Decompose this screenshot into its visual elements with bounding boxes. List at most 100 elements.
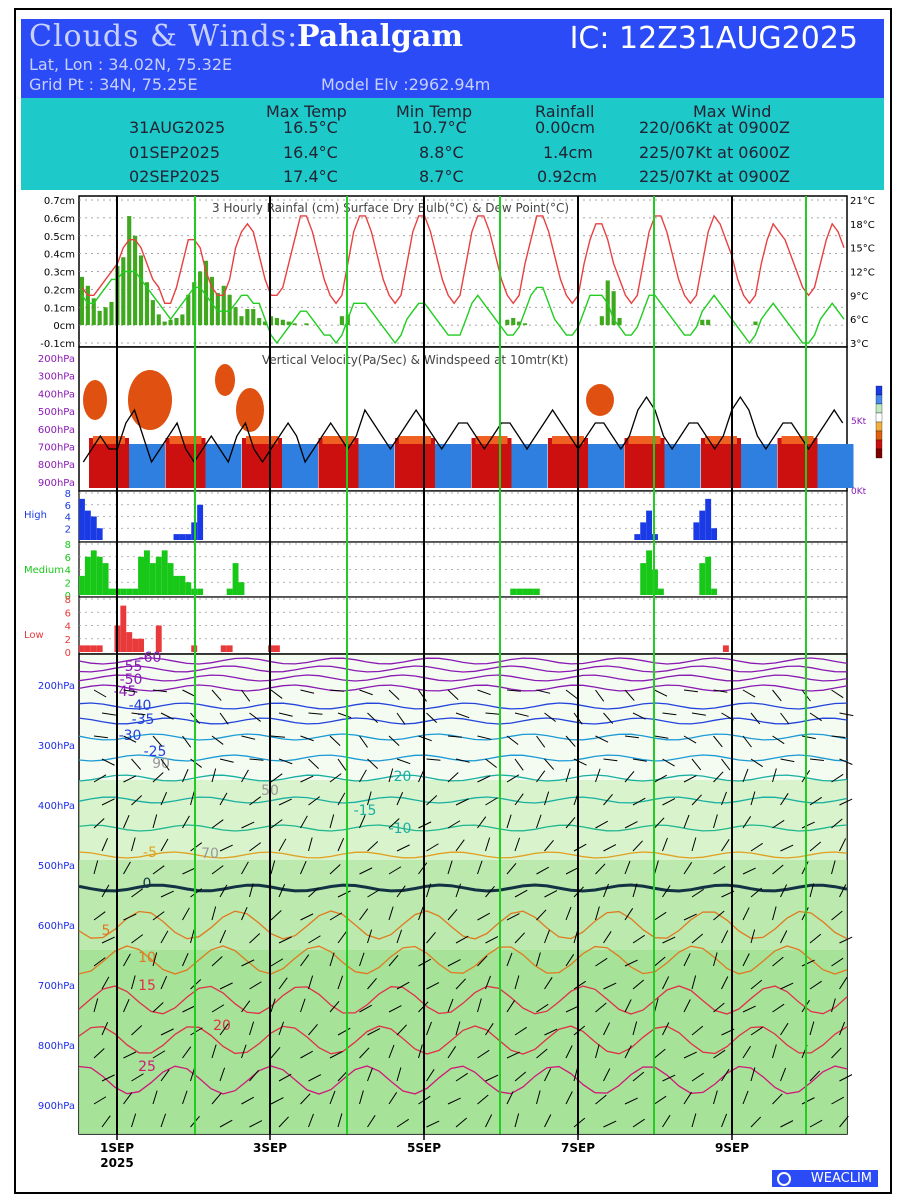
title-banner: Clouds & Winds: Pahalgam IC: 12Z31AUG202… bbox=[21, 19, 884, 98]
wind-barb bbox=[654, 735, 669, 739]
wind-barb bbox=[742, 735, 752, 748]
wind-barb bbox=[780, 1120, 794, 1128]
wind-barb bbox=[839, 758, 853, 765]
wind-barb bbox=[750, 712, 761, 725]
wind-barb bbox=[308, 758, 319, 770]
header-rainfall: Rainfall bbox=[535, 102, 595, 121]
wind-barb bbox=[241, 735, 256, 740]
xsection-y-tick: 400hPa bbox=[38, 801, 75, 812]
wind-barb bbox=[514, 975, 520, 990]
isotherm-line bbox=[78, 945, 848, 975]
medium-cloud-bar bbox=[108, 588, 115, 595]
wind-barb bbox=[190, 842, 203, 852]
wind-barb bbox=[123, 1092, 133, 1105]
wind-barb bbox=[809, 883, 815, 898]
wind-barb bbox=[750, 791, 756, 806]
wind-barb bbox=[544, 1114, 552, 1128]
medium-cloud-bar bbox=[522, 588, 528, 595]
wind-barb bbox=[595, 906, 600, 921]
wind-barb bbox=[654, 998, 659, 1013]
wind-barb bbox=[809, 1070, 821, 1082]
low-cloud-bar bbox=[220, 645, 227, 652]
isotherm-line bbox=[78, 702, 848, 710]
wind-barb bbox=[396, 929, 403, 944]
wind-barb bbox=[750, 887, 763, 898]
wind-barb bbox=[447, 820, 461, 829]
wind-barb bbox=[565, 867, 579, 875]
medium-cloud-bar bbox=[232, 563, 239, 595]
summary-max: 16.4°C bbox=[283, 143, 338, 162]
wind-barb bbox=[506, 1000, 516, 1013]
contour-label: 5 bbox=[102, 923, 111, 939]
contour-label: -5 bbox=[143, 845, 157, 861]
wind-barb bbox=[544, 977, 553, 990]
isotherm-line bbox=[78, 657, 848, 665]
wind-barb bbox=[249, 981, 262, 990]
wind-barb bbox=[603, 1120, 617, 1128]
wind-barb bbox=[337, 975, 344, 990]
wind-barb bbox=[241, 689, 251, 702]
vv-convective-blob bbox=[215, 364, 235, 396]
wind-barb bbox=[359, 867, 373, 875]
wind-barb bbox=[691, 1113, 697, 1128]
wind-barb bbox=[654, 817, 665, 829]
low-cloud-bar bbox=[155, 625, 162, 652]
wind-barb bbox=[477, 1049, 490, 1059]
wind-barb bbox=[359, 952, 365, 967]
wind-barb bbox=[536, 909, 547, 921]
wind-barb bbox=[278, 883, 286, 898]
vv-cell-rim bbox=[475, 436, 508, 444]
wind-barb bbox=[131, 837, 136, 852]
wind-barb bbox=[426, 931, 436, 944]
vv-panel-title: Vertical Velocity(Pa/Sec) & Windspeed at… bbox=[262, 353, 568, 367]
wind-barb bbox=[219, 884, 228, 898]
vv-downdraft-cell bbox=[435, 444, 471, 488]
wind-barb bbox=[160, 890, 174, 898]
rain-bar bbox=[97, 310, 102, 326]
wind-barb bbox=[455, 712, 470, 719]
rain-y-tick: 0.7cm bbox=[44, 196, 75, 207]
wind-barb bbox=[329, 735, 341, 747]
high-cloud-y-tick: 6 bbox=[65, 501, 71, 512]
wind-barb bbox=[278, 838, 287, 852]
wind-barb bbox=[241, 769, 249, 783]
wind-barb bbox=[426, 758, 441, 761]
wind-barb bbox=[772, 819, 785, 829]
wind-barb bbox=[544, 839, 554, 852]
date-tick-label: 1SEP bbox=[100, 1141, 134, 1155]
medium-cloud-bar bbox=[640, 563, 647, 595]
wind-barb bbox=[308, 935, 321, 944]
high-cloud-bar bbox=[185, 534, 192, 540]
wind-barb bbox=[396, 981, 410, 990]
contour-label: -40 bbox=[129, 698, 152, 714]
wind-barb bbox=[603, 758, 618, 762]
wind-barb bbox=[160, 791, 168, 806]
wind-barb bbox=[742, 768, 749, 783]
wind-barb bbox=[809, 1119, 823, 1128]
station-name: Pahalgam bbox=[297, 19, 463, 54]
rain-bar bbox=[239, 316, 244, 326]
wind-barb bbox=[418, 862, 428, 875]
vv-convective-blob bbox=[236, 388, 264, 432]
wind-barb bbox=[426, 843, 439, 852]
contour-label: 15 bbox=[138, 978, 156, 994]
wind-barb bbox=[565, 689, 578, 699]
rain-bar bbox=[517, 321, 522, 326]
high-cloud-y-tick: 8 bbox=[65, 489, 71, 500]
wind-barb bbox=[278, 758, 293, 765]
wind-barb bbox=[514, 712, 529, 717]
wind-barb bbox=[713, 814, 718, 829]
vv-legend-swatch bbox=[875, 394, 883, 405]
wind-barb bbox=[839, 936, 853, 944]
rain-bar bbox=[144, 282, 150, 326]
wind-barb bbox=[359, 814, 366, 829]
wind-barb bbox=[308, 1113, 314, 1128]
wind-barb bbox=[595, 1094, 607, 1105]
isotherm-line bbox=[78, 851, 848, 859]
wind-barb bbox=[750, 842, 763, 852]
rain-y-tick: 0.3cm bbox=[44, 268, 75, 279]
wind-barb bbox=[485, 758, 497, 768]
wind-barb bbox=[211, 1004, 225, 1013]
wind-barb bbox=[249, 1120, 263, 1128]
